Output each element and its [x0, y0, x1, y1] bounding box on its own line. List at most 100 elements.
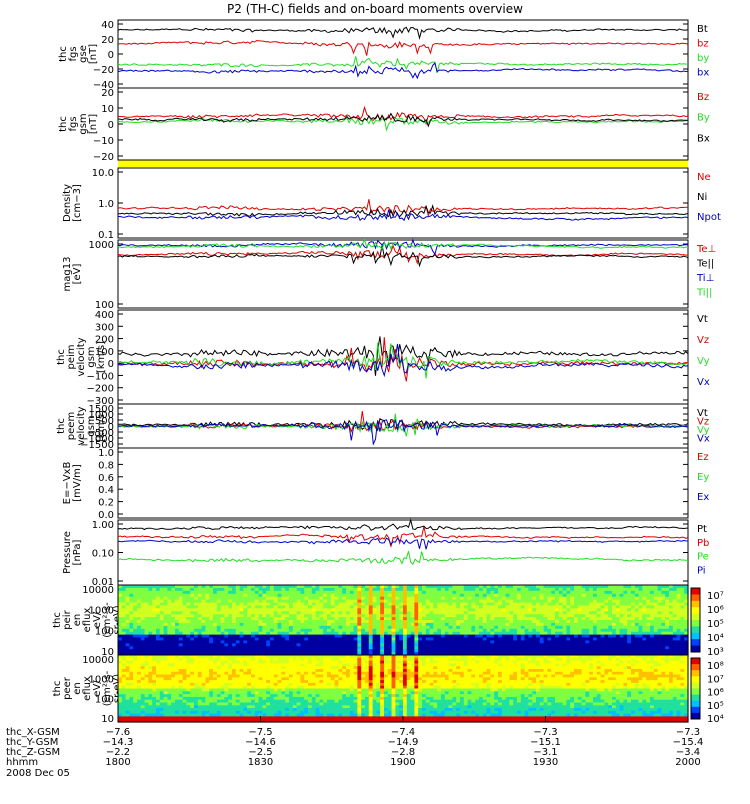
y-axis-label: [mV/m] — [72, 464, 83, 502]
y-tick-label: 0.8 — [98, 460, 114, 471]
spectrogram-cell — [384, 626, 388, 630]
spectrogram-cell — [190, 608, 194, 612]
spectrogram-cell — [475, 591, 479, 595]
spectrogram-cell — [616, 591, 620, 595]
spectrogram-cell — [354, 608, 358, 612]
spectrogram-cell — [198, 643, 202, 647]
spectrogram-cell — [316, 591, 320, 595]
spectrogram-cell — [259, 643, 263, 647]
legend-label-Te⊥: Te⊥ — [696, 244, 716, 255]
spectrogram-cell — [274, 626, 278, 630]
spectrogram-cell — [228, 643, 232, 647]
spectrogram-cell — [266, 591, 270, 595]
spectrogram-cell — [528, 608, 532, 612]
spectrogram-cell — [285, 608, 289, 612]
spectrogram-cell — [601, 608, 605, 612]
spectrogram-cell — [342, 591, 346, 595]
spectrogram-cell — [308, 643, 312, 647]
spectrogram-cell — [380, 626, 384, 630]
spectrogram-cell — [327, 643, 331, 647]
spectrogram-cell — [502, 626, 506, 630]
spectrogram-cell — [243, 591, 247, 595]
spectrogram-cell — [426, 626, 430, 630]
spectrogram-cell — [487, 626, 491, 630]
spectrogram-cell — [521, 626, 525, 630]
colorbar-label: 10⁶ — [707, 605, 724, 616]
spectrogram-cell — [509, 643, 513, 647]
spectrogram-cell — [293, 643, 297, 647]
spectrogram-cell — [365, 643, 369, 647]
colorbar-segment — [691, 646, 700, 653]
spectrogram-cell — [460, 626, 464, 630]
spectrogram-cell — [156, 643, 160, 647]
spectrogram-cell — [677, 608, 681, 612]
chart-title: P2 (TH-C) fields and on-board moments ov… — [227, 2, 523, 16]
legend-label-Ni: Ni — [697, 192, 707, 203]
spectrogram-cell — [669, 591, 673, 595]
spectrogram-cell — [563, 643, 567, 647]
spectrogram-cell — [597, 643, 601, 647]
spectrogram-cell — [388, 643, 392, 647]
spectrogram-cell — [312, 643, 316, 647]
spectrogram-cell — [612, 626, 616, 630]
spectrogram-cell — [635, 626, 639, 630]
spectrogram-cell — [392, 608, 396, 612]
spectrogram-cell — [509, 626, 513, 630]
spectrogram-cell — [593, 626, 597, 630]
spectrogram-cell — [490, 626, 494, 630]
spectrogram-cell — [589, 626, 593, 630]
spectrogram-peer — [118, 655, 689, 723]
spectrogram-cell — [357, 608, 361, 612]
y-tick-label: 1000 — [89, 240, 114, 251]
spectrogram-cell — [589, 608, 593, 612]
spectrogram-cell — [437, 608, 441, 612]
colorbar-label: 10³ — [707, 647, 724, 658]
spectrogram-cell — [373, 591, 377, 595]
spectrogram-cell — [194, 643, 198, 647]
spectrogram-cell — [179, 608, 183, 612]
spectrogram-cell — [437, 626, 441, 630]
legend-label-Ex: Ex — [697, 492, 709, 503]
spectrogram-cell — [289, 608, 293, 612]
spectrogram-cell — [209, 626, 213, 630]
spectrogram-cell — [521, 643, 525, 647]
spectrogram-cell — [137, 626, 141, 630]
spectrogram-cell — [126, 608, 130, 612]
legend-label-Pt: Pt — [697, 524, 707, 535]
spectrogram-cell — [186, 626, 190, 630]
spectrogram-cell — [433, 608, 437, 612]
y-tick-label: 10000 — [82, 585, 114, 596]
spectrogram-cell — [232, 626, 236, 630]
spectrogram-cell — [680, 626, 684, 630]
series-line-Pe — [118, 551, 688, 564]
spectrogram-cell — [642, 608, 646, 612]
spectrogram-cell — [243, 626, 247, 630]
spectrogram-cell — [293, 626, 297, 630]
spectrogram-cell — [160, 591, 164, 595]
spectrogram-cell — [251, 643, 255, 647]
spectrogram-cell — [574, 626, 578, 630]
spectrogram-cell — [639, 591, 643, 595]
spectrogram-cell — [266, 608, 270, 612]
spectrogram-cell — [289, 591, 293, 595]
spectrogram-cell — [468, 626, 472, 630]
spectrogram-cell — [141, 608, 145, 612]
spectrogram-cell — [323, 626, 327, 630]
spectrogram-cell — [475, 626, 479, 630]
spectrogram-cell — [551, 626, 555, 630]
colorbar-segment — [691, 626, 700, 633]
spectrogram-cell — [631, 591, 635, 595]
legend-label-Npot: Npot — [697, 212, 721, 223]
spectrogram-cell — [452, 626, 456, 630]
spectrogram-cell — [164, 643, 168, 647]
spectrogram-cell — [308, 608, 312, 612]
spectrogram-cell — [574, 591, 578, 595]
spectrogram-cell — [232, 643, 236, 647]
spectrogram-cell — [354, 591, 358, 595]
spectrogram-cell — [570, 626, 574, 630]
spectrogram-cell — [555, 643, 559, 647]
spectrogram-cell — [194, 626, 198, 630]
spectrogram-cell — [456, 626, 460, 630]
spectrogram-cell — [646, 608, 650, 612]
spectrogram-cell — [373, 643, 377, 647]
